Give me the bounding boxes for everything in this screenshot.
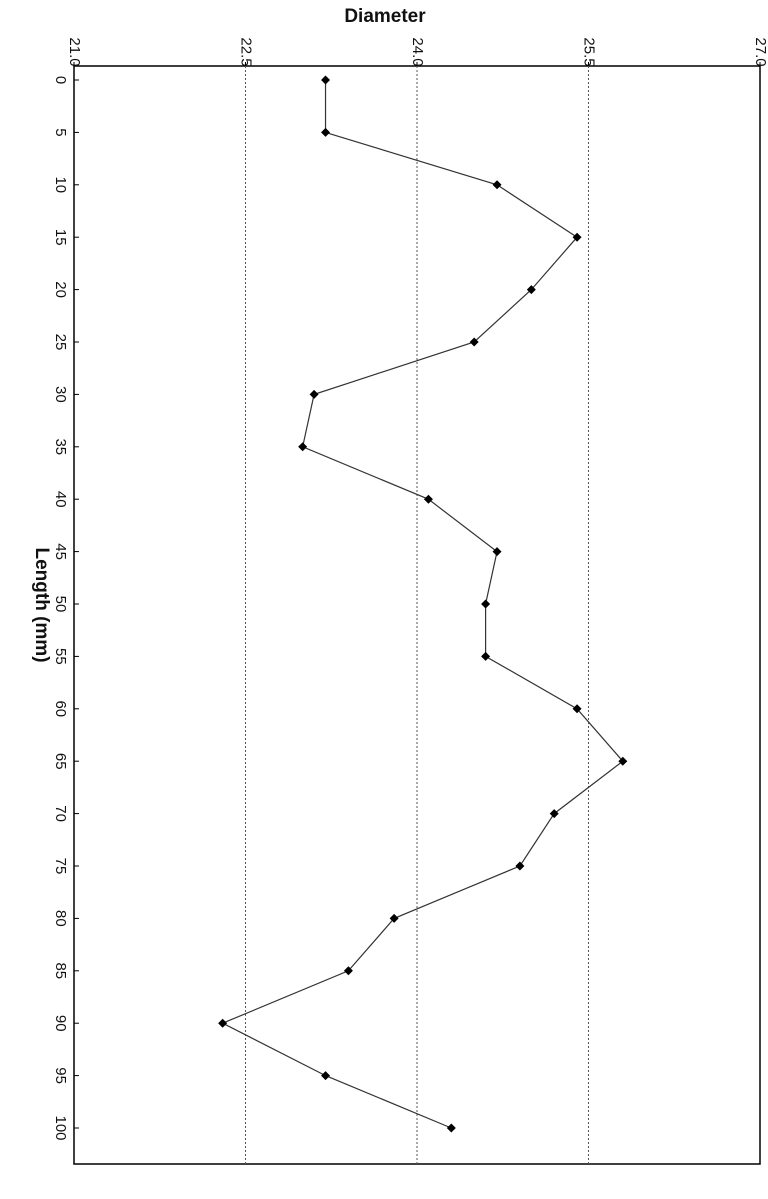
- x-tick-label: 55: [52, 648, 69, 665]
- x-tick-label: 95: [52, 1067, 69, 1084]
- data-point: [321, 1071, 331, 1081]
- x-tick-label: 65: [52, 753, 69, 770]
- data-point: [423, 494, 433, 504]
- data-point: [481, 651, 491, 661]
- data-point: [446, 1123, 456, 1133]
- data-point: [572, 704, 582, 714]
- data-point: [218, 1018, 228, 1028]
- x-tick-label: 5: [52, 128, 69, 136]
- data-point: [343, 966, 353, 976]
- x-tick-label: 90: [52, 1015, 69, 1032]
- data-point: [298, 442, 308, 452]
- series-layer: [218, 75, 628, 1133]
- x-tick-label: 50: [52, 596, 69, 613]
- x-tick-label: 60: [52, 700, 69, 717]
- x-tick-label: 70: [52, 805, 69, 822]
- y-tick-label: 25.5: [581, 37, 598, 66]
- x-tick-label: 10: [52, 176, 69, 193]
- data-point: [492, 180, 502, 190]
- data-point: [309, 389, 319, 399]
- x-tick-label: 30: [52, 386, 69, 403]
- y-tick-label: 24.0: [409, 37, 426, 66]
- y-tick-label: 27.0: [752, 37, 768, 66]
- y-tick-label: 21.0: [66, 37, 83, 66]
- data-point: [549, 809, 559, 819]
- data-point: [618, 756, 628, 766]
- data-point: [481, 599, 491, 609]
- data-point: [389, 913, 399, 923]
- x-tick-label: 80: [52, 910, 69, 927]
- x-tick-labels: 0 5 10 15 20 25 30 35 40 45 50 55 60 65 70 75 80 85 90 95 10…: [52, 76, 79, 1141]
- x-tick-label: 25: [52, 334, 69, 351]
- x-tick-label: 15: [52, 229, 69, 246]
- data-point: [492, 547, 502, 557]
- x-tick-label: 35: [52, 438, 69, 455]
- x-tick-label: 45: [52, 543, 69, 560]
- y-axis-title: Diameter: [344, 6, 426, 27]
- x-tick-label: 75: [52, 858, 69, 875]
- data-point: [469, 337, 479, 347]
- data-point: [515, 861, 525, 871]
- x-axis-title: Length (mm): [31, 547, 52, 662]
- x-tick-label: 20: [52, 281, 69, 298]
- x-tick-label: 100: [52, 1115, 69, 1140]
- data-point: [321, 75, 331, 85]
- x-tick-label: 85: [52, 962, 69, 979]
- data-point: [526, 285, 536, 295]
- x-tick-label: 40: [52, 491, 69, 508]
- data-point: [572, 232, 582, 242]
- y-tick-labels: 21.0 22.5 24.0 25.5 27.0: [66, 37, 768, 66]
- y-tick-label: 22.5: [238, 37, 255, 66]
- grid-lines: [245, 66, 589, 1164]
- x-tick-label: 0: [52, 76, 69, 84]
- data-point: [321, 127, 331, 137]
